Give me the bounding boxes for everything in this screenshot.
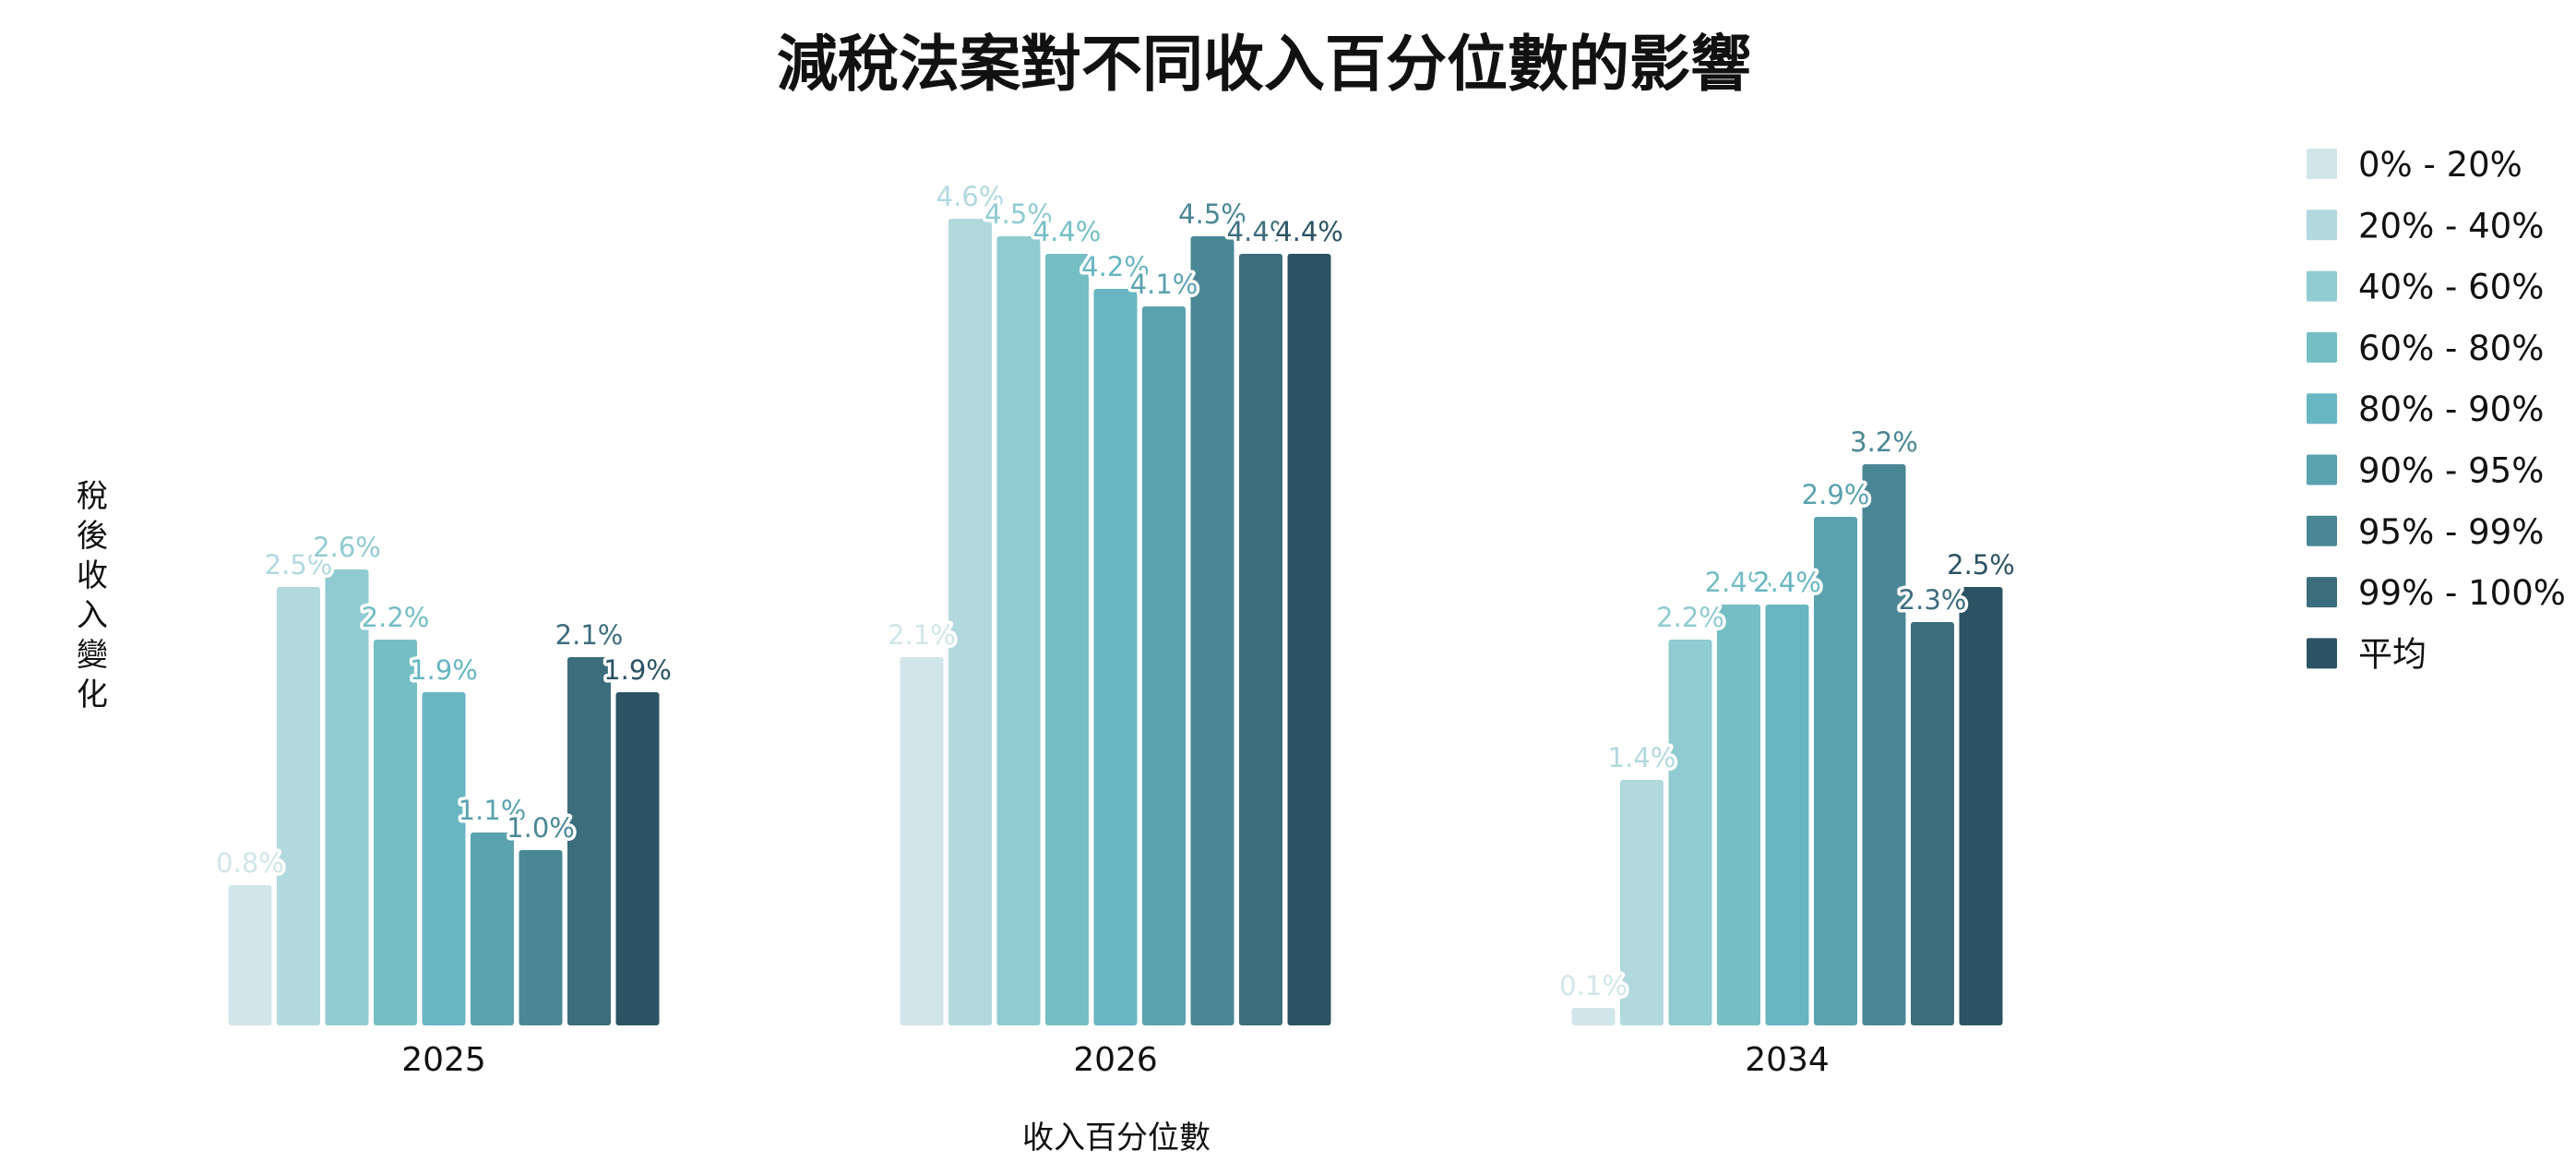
data-label-2034-0: 0.1% xyxy=(1559,970,1628,1001)
bar-2025-7 xyxy=(567,657,611,1025)
bar-2034-7 xyxy=(1911,622,1954,1025)
data-label-2034-8: 2.5% xyxy=(1947,549,2015,581)
chart-title: 減稅法案對不同收入百分位數的影響 xyxy=(777,29,1751,100)
x-axis-label: 收入百分位數 xyxy=(1022,1120,1210,1156)
data-label-2026-6: 4.5% xyxy=(1178,198,1246,230)
bar-2026-4 xyxy=(1093,289,1138,1025)
x-tick-2034: 2034 xyxy=(1745,1041,1830,1079)
data-label-2025-3: 2.2% xyxy=(362,602,430,633)
data-label-2025-0: 0.8% xyxy=(216,847,284,879)
bar-2025-2 xyxy=(325,569,369,1025)
x-axis-ticks: 2025 2026 2034 xyxy=(401,1041,1830,1079)
data-labels: 0.8%2.5%2.6%2.2%1.9%1.1%1.0%2.1%1.9%2.1%… xyxy=(213,178,2019,1005)
legend-label-1: 20% - 40% xyxy=(2358,206,2544,246)
bar-2025-0 xyxy=(228,885,272,1025)
data-label-2034-5: 2.9% xyxy=(1802,479,1870,510)
legend-label-2: 40% - 60% xyxy=(2358,268,2544,307)
data-label-2034-3: 2.4% xyxy=(1705,567,1773,598)
legend-swatch-1 xyxy=(2307,210,2337,241)
data-label-2026-2: 4.5% xyxy=(984,198,1053,230)
data-label-2034-7: 2.3% xyxy=(1899,584,1967,616)
data-label-2026-7: 4.4% xyxy=(1227,216,1295,247)
legend: 0% - 20% 20% - 40% 40% - 60% 60% - 80% 80% -… xyxy=(2307,145,2566,674)
data-label-2025-7: 2.1% xyxy=(555,619,624,651)
x-tick-2025: 2025 xyxy=(401,1041,486,1079)
bar-2026-0 xyxy=(900,657,944,1025)
data-label-2026-8: 4.4% xyxy=(1275,216,1343,247)
bar-2026-5 xyxy=(1142,306,1186,1025)
data-label-2025-5: 1.1% xyxy=(459,795,527,826)
bar-2026-1 xyxy=(948,219,992,1025)
legend-swatch-2 xyxy=(2307,270,2337,302)
legend-swatch-4 xyxy=(2307,393,2337,425)
data-label-2025-6: 1.0% xyxy=(507,812,575,844)
legend-label-6: 95% - 99% xyxy=(2358,512,2544,552)
legend-swatch-3 xyxy=(2307,331,2337,363)
data-label-2034-6: 3.2% xyxy=(1850,426,1918,458)
bar-2026-8 xyxy=(1287,254,1331,1025)
bar-2025-8 xyxy=(615,692,660,1025)
y-axis-label-char: 入 xyxy=(77,597,108,634)
legend-swatch-7 xyxy=(2307,577,2337,608)
bar-2034-0 xyxy=(1571,1008,1616,1025)
legend-swatch-0 xyxy=(2307,149,2337,179)
bar-2025-1 xyxy=(277,587,320,1025)
bar-2034-8 xyxy=(1959,587,2003,1025)
y-axis-label-char: 化 xyxy=(77,677,108,713)
data-label-2025-8: 1.9% xyxy=(603,654,672,686)
legend-swatch-8 xyxy=(2307,638,2337,669)
data-label-2025-4: 1.9% xyxy=(410,654,478,686)
data-label-2026-1: 4.6% xyxy=(936,181,1005,212)
bar-2026-3 xyxy=(1045,254,1089,1025)
data-label-2026-0: 2.1% xyxy=(888,619,956,651)
legend-swatch-5 xyxy=(2307,454,2337,485)
y-axis-label-char: 變 xyxy=(77,637,108,674)
bar-2026-2 xyxy=(996,236,1041,1025)
legend-label-7: 99% - 100% xyxy=(2358,573,2566,613)
bar-2034-3 xyxy=(1717,605,1760,1025)
data-label-2034-2: 2.2% xyxy=(1656,602,1724,633)
data-label-2034-4: 2.4% xyxy=(1753,567,1821,598)
data-label-2026-3: 4.4% xyxy=(1033,216,1102,247)
legend-label-5: 90% - 95% xyxy=(2358,451,2544,491)
y-axis-label-char: 後 xyxy=(77,518,108,555)
bar-2034-5 xyxy=(1814,517,1857,1025)
data-label-2025-2: 2.6% xyxy=(313,532,381,563)
y-axis-label-char: 收 xyxy=(77,557,108,594)
bar-2034-2 xyxy=(1668,640,1712,1025)
data-label-2034-1: 1.4% xyxy=(1608,742,1676,773)
bar-2025-3 xyxy=(374,640,417,1025)
bar-2034-6 xyxy=(1862,464,1906,1025)
legend-label-0: 0% - 20% xyxy=(2358,145,2522,185)
data-label-2026-5: 4.1% xyxy=(1130,269,1199,300)
bar-2025-6 xyxy=(519,850,563,1025)
bar-2026-6 xyxy=(1190,236,1234,1025)
bars xyxy=(228,219,2003,1025)
bar-2025-5 xyxy=(471,833,514,1025)
data-label-2026-4: 4.2% xyxy=(1081,251,1150,282)
x-tick-2026: 2026 xyxy=(1073,1041,1158,1079)
legend-label-3: 60% - 80% xyxy=(2358,329,2544,368)
data-label-2025-1: 2.5% xyxy=(265,549,333,581)
y-axis-label-char: 稅 xyxy=(77,478,108,515)
legend-label-8: 平均 xyxy=(2358,634,2427,674)
legend-swatch-6 xyxy=(2307,515,2337,546)
legend-label-4: 80% - 90% xyxy=(2358,389,2544,429)
bar-2025-4 xyxy=(422,692,466,1025)
bar-2034-1 xyxy=(1620,780,1664,1025)
bar-2026-7 xyxy=(1239,254,1282,1025)
bar-2034-4 xyxy=(1765,605,1809,1025)
